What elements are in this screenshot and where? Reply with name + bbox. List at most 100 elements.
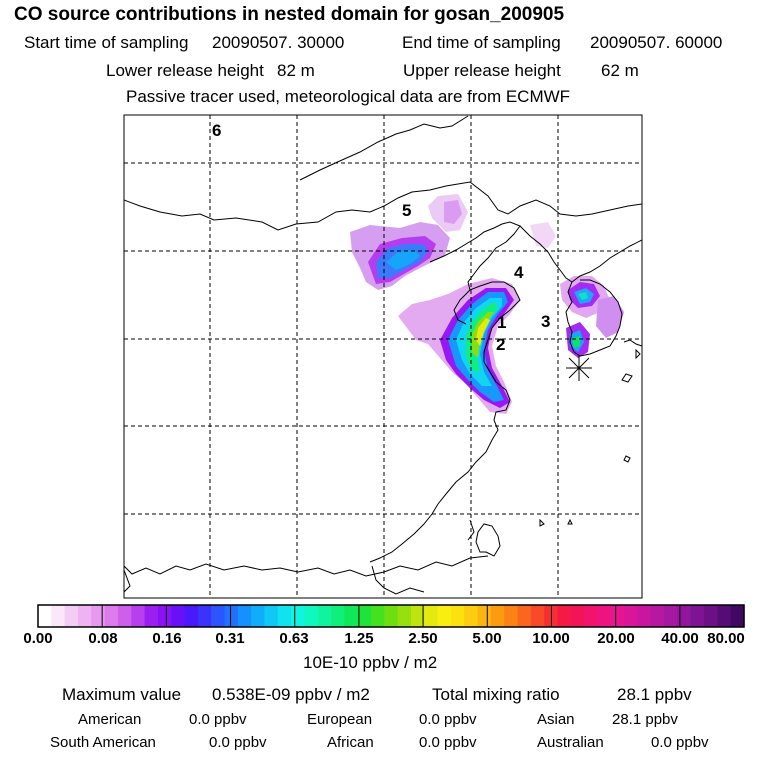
end-time-label: End time of sampling: [402, 33, 561, 52]
color-scale-cell: [344, 605, 359, 627]
color-scale-cell: [117, 605, 132, 627]
color-scale-cell: [51, 605, 66, 627]
color-scale-cell: [251, 605, 266, 627]
color-scale-cell: [424, 605, 439, 627]
region-label-5: 5: [402, 201, 411, 220]
region-label-6: 6: [212, 121, 221, 140]
scale-tick-9: 20.00: [597, 630, 635, 647]
color-scale-cell: [224, 605, 239, 627]
color-scale-cell: [357, 605, 372, 627]
european-label: European: [307, 711, 373, 728]
total-mixing-value: 28.1 ppbv: [617, 685, 692, 704]
tracer-note: Passive tracer used, meteorological data…: [126, 87, 571, 106]
color-scale-cell: [704, 605, 718, 627]
scale-tick-0: 0.00: [23, 630, 53, 647]
end-time-value: 20090507. 60000: [590, 33, 723, 52]
asian-value: 28.1 ppbv: [612, 711, 678, 728]
upper-release-label: Upper release height: [403, 61, 561, 80]
upper-release-value: 62 m: [601, 61, 639, 80]
color-scale-frame: [37, 604, 745, 628]
color-scale-cell: [64, 605, 79, 627]
map-frame: [123, 114, 643, 599]
color-scale-cell: [624, 605, 639, 627]
region-label-4: 4: [514, 263, 524, 282]
scale-tick-10: 40.00: [661, 630, 699, 647]
asian-label: Asian: [537, 711, 575, 728]
color-scale-cell: [650, 605, 665, 627]
south-american-value: 0.0 ppbv: [209, 734, 267, 751]
color-scale-cell: [637, 605, 652, 627]
lower-release-value: 82 m: [277, 61, 315, 80]
color-scale-cell: [717, 605, 732, 627]
scale-unit-label: 10E-10 ppbv / m2: [303, 653, 438, 672]
color-scale-cell: [171, 605, 186, 627]
color-scale-cell: [304, 605, 319, 627]
color-scale-cell: [371, 605, 385, 627]
region-label-3: 3: [541, 312, 550, 331]
plot-title: CO source contributions in nested domain…: [14, 4, 565, 25]
color-scale-cell: [664, 605, 678, 627]
color-scale-cell: [464, 605, 479, 627]
scale-tick-3: 0.31: [215, 630, 245, 647]
coastlines: [124, 115, 642, 595]
scale-tick-7: 5.00: [472, 630, 502, 647]
color-scale-cell: [197, 605, 212, 627]
south-american-label: South American: [50, 734, 156, 751]
color-scale-cell: [144, 605, 159, 627]
color-scale-cell: [291, 605, 306, 627]
color-scale-cell: [397, 605, 412, 627]
region-label-1: 1: [497, 313, 506, 332]
scale-tick-1: 0.08: [88, 630, 118, 647]
color-scale-cell: [184, 605, 199, 627]
lat-lon-grid: [124, 115, 642, 598]
american-value: 0.0 ppbv: [189, 711, 247, 728]
color-scale-cell: [477, 605, 492, 627]
color-scale-cell: [211, 605, 226, 627]
max-value-label: Maximum value: [62, 685, 182, 704]
plume-region-3: [560, 276, 624, 358]
color-scale-cell: [557, 605, 572, 627]
australian-value: 0.0 ppbv: [651, 734, 709, 751]
color-scale-cell: [38, 605, 52, 627]
start-time-label: Start time of sampling: [24, 33, 189, 52]
color-scale-cell: [450, 605, 465, 627]
color-scale-cell: [264, 605, 279, 627]
plume-region-5: [350, 194, 556, 290]
lower-release-label: Lower release height: [106, 61, 264, 80]
color-scale-cell: [584, 605, 599, 627]
color-scale-cell: [317, 605, 332, 627]
color-scale-cell: [437, 605, 452, 627]
color-scale-cell: [490, 605, 505, 627]
scale-tick-8: 10.00: [532, 630, 570, 647]
color-scale-cell: [384, 605, 399, 627]
color-scale-cell: [277, 605, 292, 627]
color-scale-cell: [77, 605, 92, 627]
scale-tick-6: 2.50: [408, 630, 438, 647]
color-scale-cell: [157, 605, 172, 627]
scale-tick-5: 1.25: [344, 630, 374, 647]
color-scale-cell: [104, 605, 119, 627]
color-scale-cell: [410, 605, 425, 627]
scale-tick-2: 0.16: [152, 630, 182, 647]
color-scale-cell: [504, 605, 519, 627]
color-scale-cell: [530, 605, 545, 627]
color-scale-cell: [610, 605, 625, 627]
color-scale-cell: [570, 605, 585, 627]
plume-region-1-2: [398, 278, 520, 414]
color-scale-cell: [677, 605, 692, 627]
color-scale-cell: [131, 605, 146, 627]
color-scale-cell: [730, 605, 745, 627]
receptor-marker-icon: [566, 355, 592, 381]
color-scale-cell: [690, 605, 705, 627]
color-scale-cell: [517, 605, 532, 627]
scale-tick-11: 80.00: [707, 630, 745, 647]
european-value: 0.0 ppbv: [419, 711, 477, 728]
color-scale-cell: [597, 605, 612, 627]
american-label: American: [78, 711, 142, 728]
start-time-value: 20090507. 30000: [212, 33, 345, 52]
total-mixing-label: Total mixing ratio: [432, 685, 560, 704]
color-scale-cell: [91, 605, 106, 627]
color-scale-cell: [237, 605, 252, 627]
scale-tick-4: 0.63: [279, 630, 309, 647]
